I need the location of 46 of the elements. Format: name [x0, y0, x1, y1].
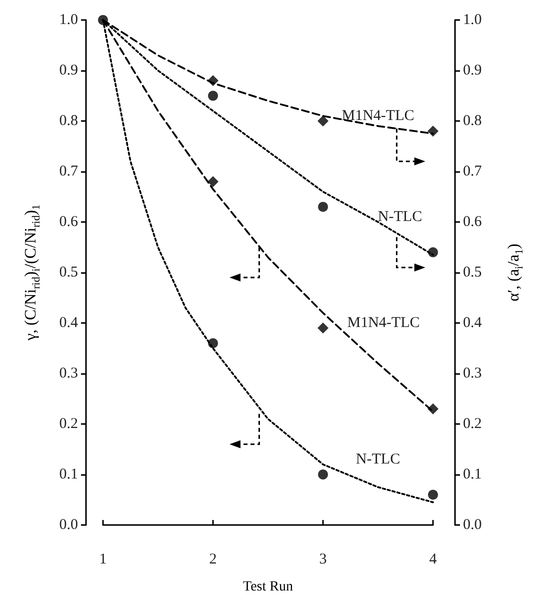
y-tick-label: 0.9 [59, 62, 78, 78]
y-tick-label: 1.0 [59, 12, 78, 28]
y-tick-label: 0.5 [59, 264, 78, 280]
y-axis-title: γ, (C/Nirid)i/(C/Nirid)1 [22, 204, 42, 342]
point [208, 75, 218, 86]
y2-tick-label: 0.4 [463, 315, 482, 331]
annotation: N-TLC [356, 451, 400, 468]
point [318, 470, 328, 480]
y-tick-label: 0.7 [59, 164, 78, 180]
y2-tick-label: 1.0 [463, 12, 482, 28]
y2-tick-label: 0.3 [463, 366, 482, 382]
point [208, 338, 218, 348]
x-tick-label: 4 [429, 552, 438, 568]
x-tick-label: 3 [319, 552, 327, 568]
y-tick-label: 0.1 [59, 466, 78, 482]
x-tick-label: 2 [209, 552, 217, 568]
annotation: M1N4-TLC [342, 108, 414, 124]
point [208, 90, 218, 101]
y-tick-label: 0.8 [59, 113, 78, 129]
y2-tick-label: 0.5 [463, 264, 482, 280]
y2-tick-label: 0.7 [463, 164, 482, 180]
point [318, 116, 328, 126]
x-tick-label: 1 [99, 552, 107, 568]
point [428, 490, 438, 500]
y-tick-label: 0.0 [59, 517, 78, 533]
y-tick-label: 0.4 [59, 315, 78, 331]
y2-tick-label: 0.0 [463, 517, 482, 533]
y-tick-label: 0.6 [59, 214, 78, 230]
point [208, 176, 218, 188]
annotation: N-TLC [378, 208, 422, 225]
y2-tick-label: 0.9 [463, 62, 482, 78]
point [98, 15, 108, 25]
point [428, 403, 438, 414]
y2-tick-label: 0.1 [463, 466, 482, 482]
point [318, 322, 328, 334]
y2-tick-label: 0.2 [463, 416, 482, 432]
y2-axis-title: α′, (ai/a1) [506, 244, 526, 302]
point [428, 126, 438, 137]
y-tick-label: 0.3 [59, 366, 78, 382]
y2-tick-label: 0.8 [463, 113, 482, 129]
y2-tick-label: 0.6 [463, 214, 482, 230]
x-axis-title: Test Run [243, 580, 293, 594]
annotation: M1N4-TLC [347, 315, 420, 331]
y-tick-label: 0.2 [59, 416, 78, 432]
point [318, 202, 328, 212]
point [428, 247, 438, 258]
